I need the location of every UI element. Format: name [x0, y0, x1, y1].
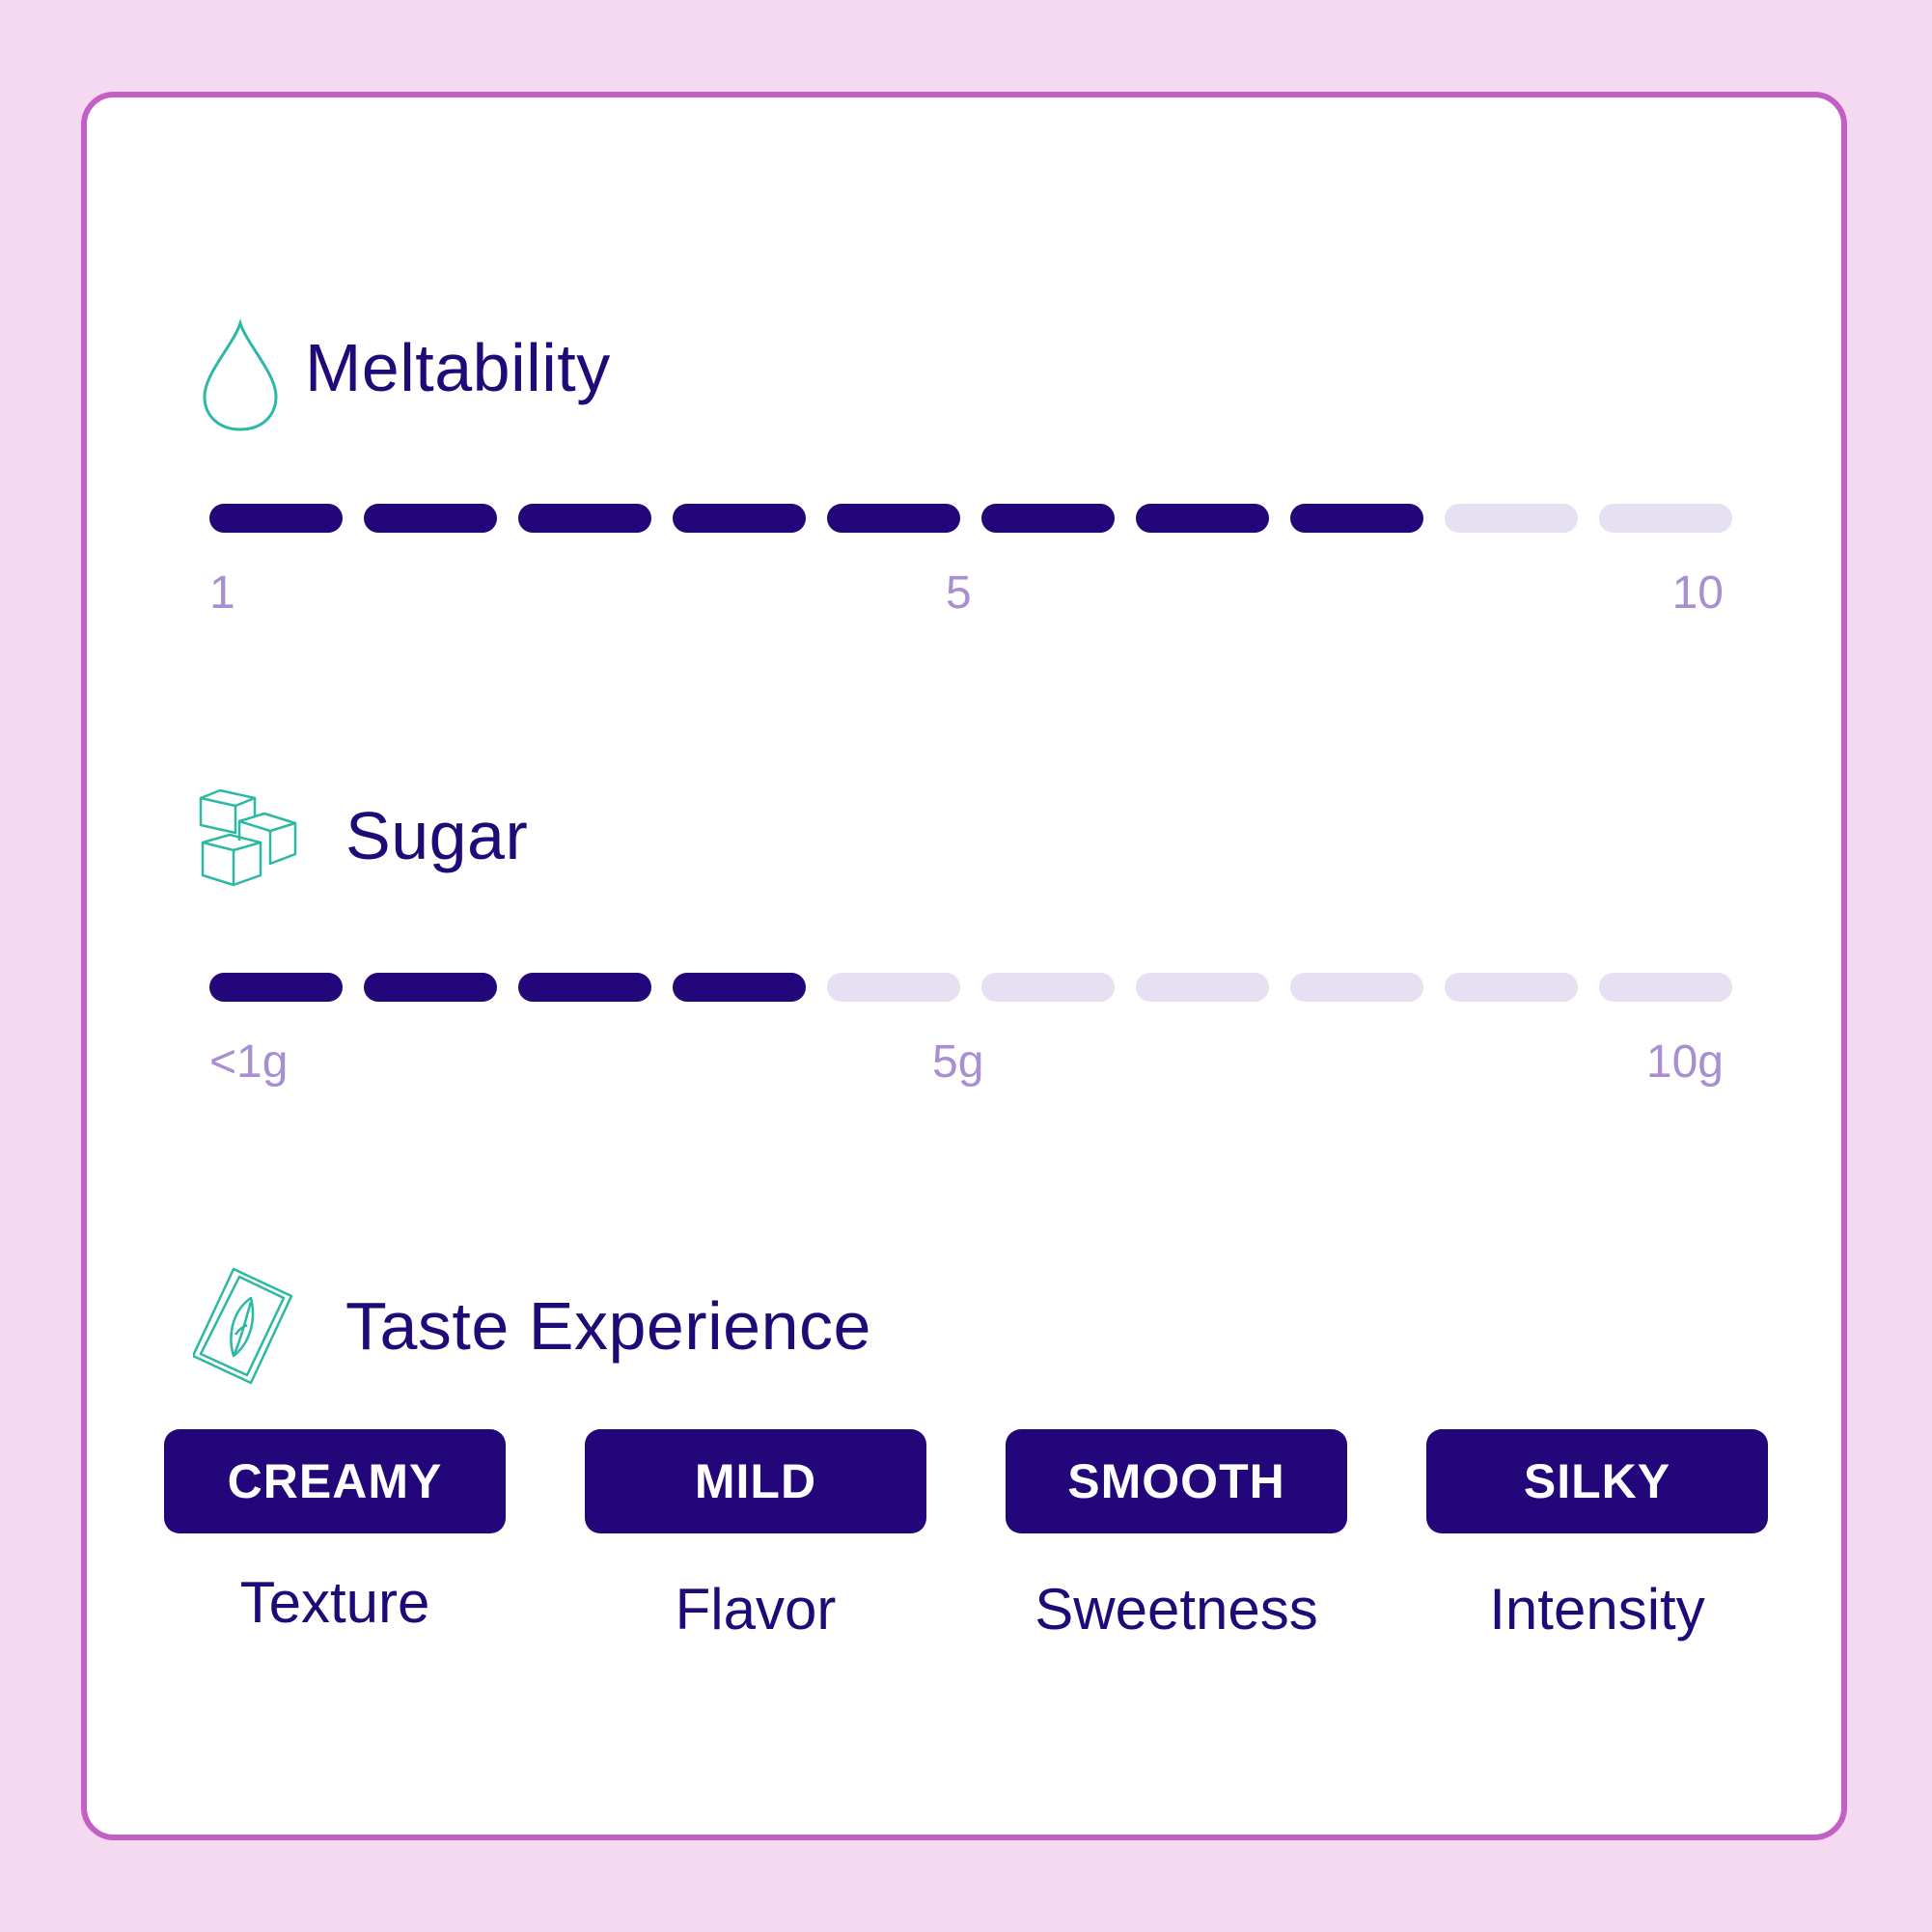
meltability-segment-7-filled	[1136, 504, 1269, 533]
meltability-segment-10-empty	[1599, 504, 1732, 533]
sugar-segment-5-empty	[827, 973, 960, 1002]
sugar-tick-max: 10g	[1645, 1036, 1724, 1088]
sugar-cubes-icon	[199, 788, 297, 887]
tag-label-intensity: Intensity	[1489, 1577, 1705, 1642]
meltability-segment-2-filled	[364, 504, 497, 533]
meltability-segment-9-empty	[1445, 504, 1578, 533]
meltability-tick-mid: 5	[946, 567, 972, 619]
sugar-segment-2-filled	[364, 973, 497, 1002]
tag-label-flavor: Flavor	[675, 1577, 837, 1642]
leaf-sachet-icon	[193, 1267, 293, 1385]
meltability-title: Meltability	[305, 330, 611, 405]
sugar-tick-min: <1g	[209, 1036, 289, 1088]
meltability-segment-5-filled	[827, 504, 960, 533]
sugar-tick-mid: 5g	[932, 1036, 984, 1088]
tag-creamy: CREAMY	[164, 1429, 506, 1533]
tag-label-sweetness: Sweetness	[1035, 1577, 1318, 1642]
meltability-segment-1-filled	[209, 504, 343, 533]
meltability-segment-8-filled	[1290, 504, 1423, 533]
sugar-segment-10-empty	[1599, 973, 1732, 1002]
tag-mild: MILD	[585, 1429, 926, 1533]
sugar-segment-8-empty	[1290, 973, 1423, 1002]
sugar-segment-7-empty	[1136, 973, 1269, 1002]
meltability-scale	[209, 504, 1732, 533]
meltability-segment-6-filled	[981, 504, 1115, 533]
meltability-tick-max: 10	[1671, 567, 1724, 619]
water-drop-icon	[203, 318, 278, 431]
tag-silky: SILKY	[1426, 1429, 1768, 1533]
sugar-segment-6-empty	[981, 973, 1115, 1002]
meltability-tick-min: 1	[209, 567, 235, 619]
meltability-segment-3-filled	[518, 504, 651, 533]
tag-label-texture: Texture	[239, 1570, 430, 1635]
sugar-segment-9-empty	[1445, 973, 1578, 1002]
sugar-segment-1-filled	[209, 973, 343, 1002]
attributes-card: Meltability 1 5 10 Sugar <1g 5g 10g	[81, 92, 1847, 1840]
sugar-scale	[209, 973, 1732, 1002]
sugar-title: Sugar	[345, 798, 529, 873]
taste-title: Taste Experience	[345, 1288, 871, 1364]
tag-smooth: SMOOTH	[1006, 1429, 1347, 1533]
sugar-segment-4-filled	[673, 973, 806, 1002]
sugar-segment-3-filled	[518, 973, 651, 1002]
meltability-segment-4-filled	[673, 504, 806, 533]
